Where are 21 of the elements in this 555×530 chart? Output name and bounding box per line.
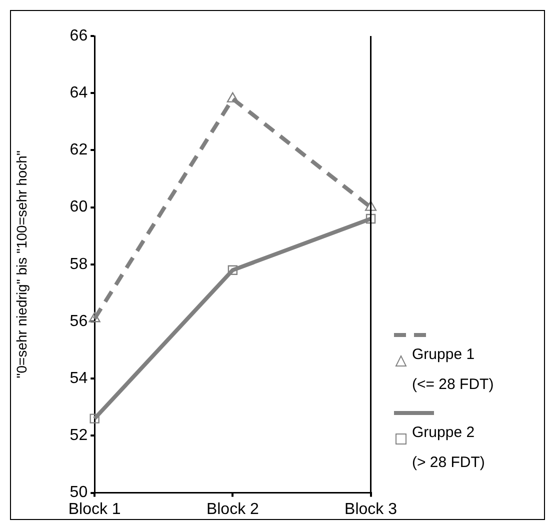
x-tick-label: Block 1 <box>68 500 121 518</box>
point <box>228 265 238 275</box>
x-tick-label: Block 2 <box>206 500 260 518</box>
point <box>90 414 100 424</box>
point <box>366 214 376 224</box>
point <box>226 92 238 102</box>
point <box>88 312 100 322</box>
y-tick-label: 54 <box>70 370 88 388</box>
y-tick-label: 64 <box>70 84 88 102</box>
y-axis-title: "0=sehr niedrig" bis "100=sehr hoch" <box>13 150 30 378</box>
y-tick-label: 52 <box>70 427 88 444</box>
y-tick-label: 56 <box>70 312 88 330</box>
y-tick-label: 50 <box>70 484 88 502</box>
y-tick-label: 58 <box>70 256 88 273</box>
x-tick-label: Block 3 <box>344 500 398 518</box>
y-tick-label: 62 <box>70 142 88 159</box>
point <box>364 200 377 211</box>
y-tick-label: 66 <box>70 27 88 44</box>
legend-label: Gruppe 1 (<= 28 FDT) <box>412 345 494 395</box>
y-tick-label: 60 <box>70 198 88 216</box>
legend-label: Gruppe 2 (> 28 FDT) <box>412 423 485 473</box>
